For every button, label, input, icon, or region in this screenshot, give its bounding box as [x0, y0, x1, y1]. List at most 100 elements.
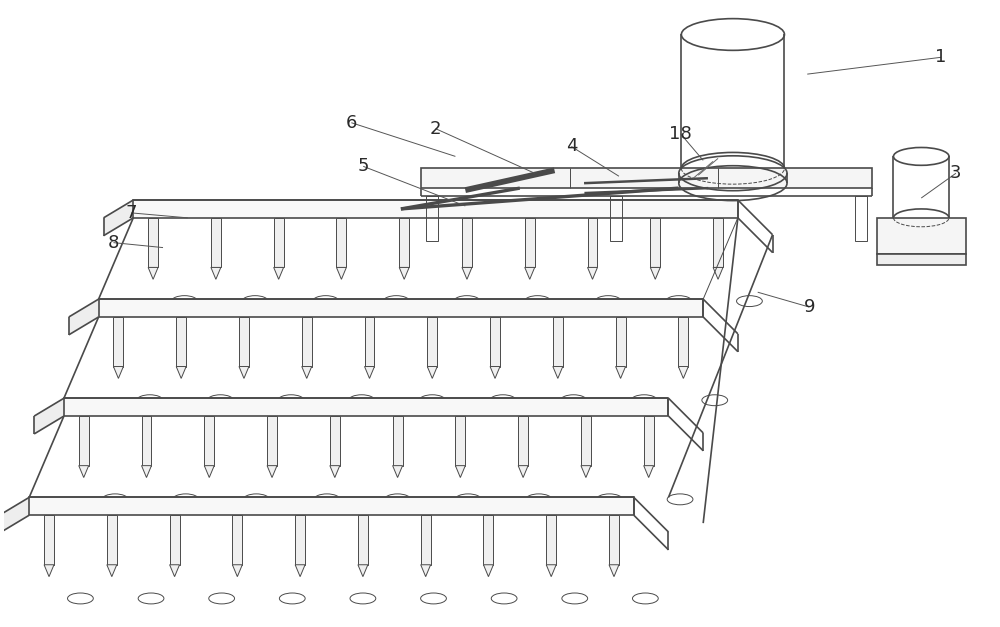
Text: 4: 4 — [566, 137, 577, 155]
Bar — [427, 317, 437, 367]
Polygon shape — [553, 367, 563, 379]
Bar — [518, 416, 528, 466]
Bar — [133, 200, 738, 218]
Polygon shape — [546, 565, 556, 577]
Text: 6: 6 — [346, 113, 357, 132]
Polygon shape — [713, 267, 723, 279]
Bar — [302, 317, 312, 367]
Bar — [142, 416, 151, 466]
Polygon shape — [644, 466, 654, 478]
Text: 5: 5 — [357, 157, 369, 176]
Text: 7: 7 — [126, 204, 137, 222]
Polygon shape — [358, 565, 368, 577]
Bar — [365, 317, 374, 367]
Bar — [113, 317, 123, 367]
Polygon shape — [616, 367, 626, 379]
Bar — [421, 168, 872, 188]
Polygon shape — [267, 466, 277, 478]
Bar — [399, 218, 409, 267]
Polygon shape — [148, 267, 158, 279]
Bar — [525, 218, 535, 267]
Polygon shape — [462, 267, 472, 279]
Bar — [148, 218, 158, 267]
Bar — [232, 515, 242, 565]
Bar — [609, 515, 619, 565]
Polygon shape — [336, 267, 346, 279]
Polygon shape — [365, 367, 374, 379]
Polygon shape — [427, 367, 437, 379]
Polygon shape — [44, 565, 54, 577]
Bar — [483, 515, 493, 565]
Bar — [877, 218, 966, 253]
Bar — [44, 515, 54, 565]
Polygon shape — [170, 565, 180, 577]
Bar — [176, 317, 186, 367]
Text: 3: 3 — [950, 164, 962, 182]
Polygon shape — [588, 267, 597, 279]
Polygon shape — [295, 565, 305, 577]
Text: 8: 8 — [108, 234, 119, 251]
Polygon shape — [455, 466, 465, 478]
Bar — [239, 317, 249, 367]
Polygon shape — [678, 367, 688, 379]
Bar — [610, 196, 622, 241]
Polygon shape — [239, 367, 249, 379]
Polygon shape — [650, 267, 660, 279]
Polygon shape — [518, 466, 528, 478]
Polygon shape — [104, 200, 133, 236]
Bar — [336, 218, 346, 267]
Polygon shape — [483, 565, 493, 577]
Polygon shape — [204, 466, 214, 478]
Polygon shape — [490, 367, 500, 379]
Bar — [274, 218, 284, 267]
Bar — [581, 416, 591, 466]
Polygon shape — [525, 267, 535, 279]
Bar — [79, 416, 89, 466]
Text: 2: 2 — [430, 120, 441, 138]
Bar — [553, 317, 563, 367]
Bar — [678, 317, 688, 367]
Polygon shape — [609, 565, 619, 577]
Bar — [295, 515, 305, 565]
Bar — [64, 398, 668, 416]
Polygon shape — [142, 466, 151, 478]
Polygon shape — [69, 299, 99, 335]
Text: 1: 1 — [935, 48, 947, 66]
Bar — [855, 196, 867, 241]
Polygon shape — [0, 497, 29, 533]
Bar — [588, 218, 597, 267]
Bar — [490, 317, 500, 367]
Text: 18: 18 — [669, 125, 692, 142]
Bar — [713, 218, 723, 267]
Bar — [546, 515, 556, 565]
Polygon shape — [34, 398, 64, 434]
Polygon shape — [581, 466, 591, 478]
Bar — [462, 218, 472, 267]
Polygon shape — [107, 565, 117, 577]
Bar — [107, 515, 117, 565]
Bar — [211, 218, 221, 267]
Bar — [650, 218, 660, 267]
Polygon shape — [302, 367, 312, 379]
Bar — [330, 416, 340, 466]
Bar — [267, 416, 277, 466]
Bar — [616, 317, 626, 367]
Bar — [204, 416, 214, 466]
Polygon shape — [421, 565, 431, 577]
Bar — [421, 515, 431, 565]
Bar — [455, 416, 465, 466]
Bar — [877, 253, 966, 265]
Polygon shape — [393, 466, 403, 478]
Bar — [99, 299, 703, 317]
Bar — [29, 497, 634, 515]
Bar — [393, 416, 403, 466]
Polygon shape — [79, 466, 89, 478]
Bar — [426, 196, 438, 241]
Polygon shape — [113, 367, 123, 379]
Polygon shape — [274, 267, 284, 279]
Polygon shape — [399, 267, 409, 279]
Text: 9: 9 — [803, 298, 815, 316]
Bar — [644, 416, 654, 466]
Polygon shape — [176, 367, 186, 379]
Polygon shape — [232, 565, 242, 577]
